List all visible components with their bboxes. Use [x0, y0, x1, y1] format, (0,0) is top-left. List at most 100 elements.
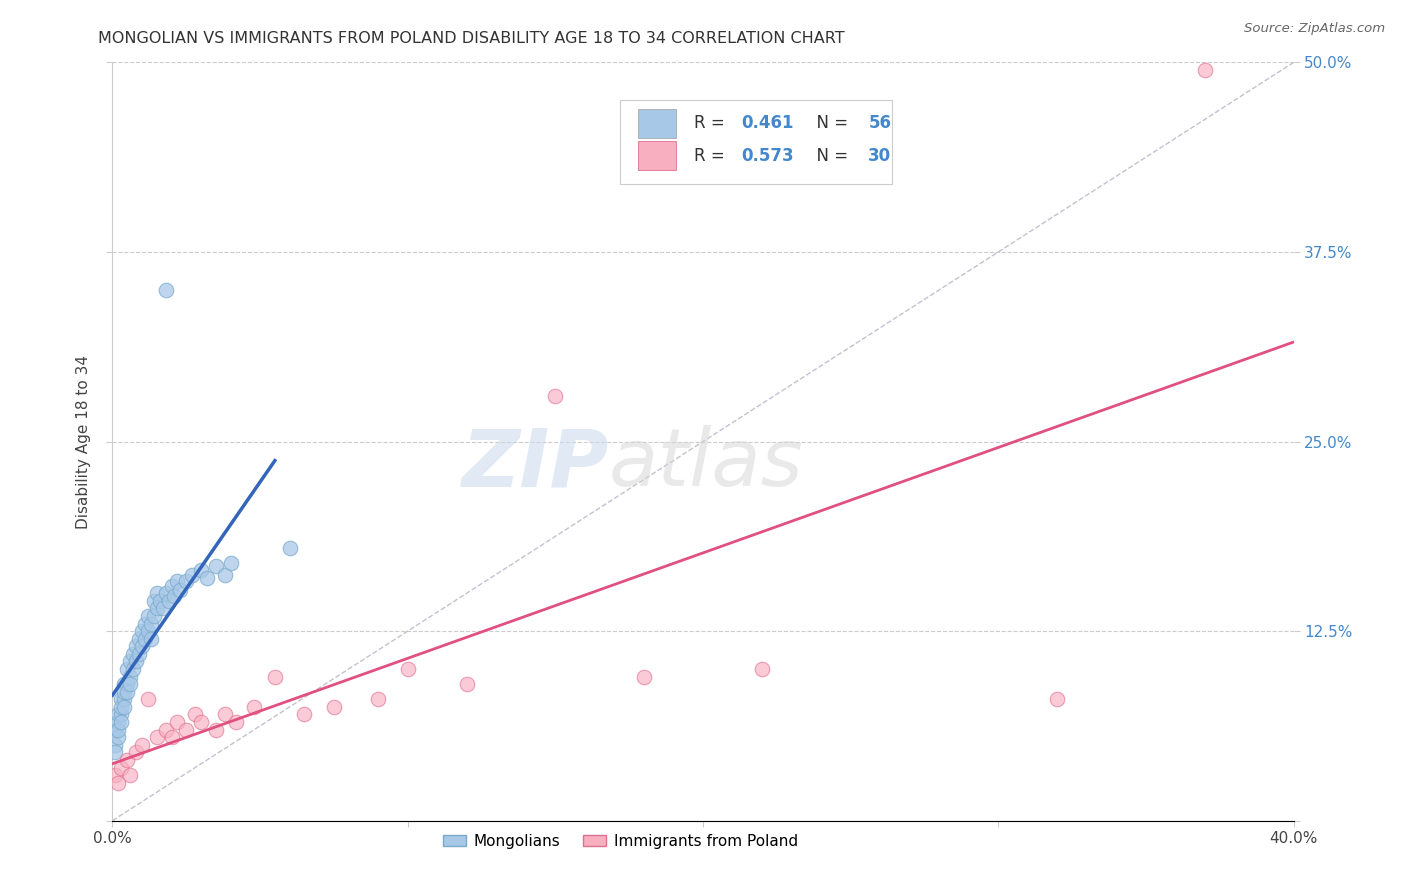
Point — [396, 662, 419, 676]
Point — [225, 715, 247, 730]
Point — [110, 707, 132, 722]
Point — [107, 707, 129, 722]
Point — [1046, 692, 1069, 706]
Point — [174, 723, 197, 737]
Point — [131, 639, 153, 653]
Point — [139, 632, 162, 646]
Point — [142, 594, 165, 608]
Point — [104, 738, 127, 752]
Point — [149, 594, 172, 608]
Point — [142, 608, 165, 623]
Point — [104, 746, 127, 760]
Point — [112, 685, 135, 699]
Text: 30: 30 — [869, 146, 891, 165]
Text: 0.461: 0.461 — [741, 114, 793, 132]
Point — [110, 692, 132, 706]
Point — [195, 571, 218, 585]
FancyBboxPatch shape — [638, 109, 676, 137]
Point — [214, 707, 236, 722]
Point — [181, 568, 204, 582]
Point — [155, 586, 177, 600]
Point — [146, 586, 169, 600]
Point — [125, 655, 148, 669]
Point — [751, 662, 773, 676]
Point — [146, 730, 169, 744]
Point — [112, 677, 135, 691]
Point — [136, 608, 159, 623]
Point — [131, 738, 153, 752]
Point — [163, 589, 186, 603]
Point — [136, 624, 159, 639]
Y-axis label: Disability Age 18 to 34: Disability Age 18 to 34 — [76, 354, 91, 529]
Point — [104, 768, 127, 782]
Point — [205, 723, 228, 737]
Text: atlas: atlas — [609, 425, 803, 503]
Point — [110, 699, 132, 714]
Point — [139, 616, 162, 631]
Point — [219, 556, 242, 570]
Text: 0.573: 0.573 — [741, 146, 793, 165]
Point — [243, 699, 266, 714]
Point — [128, 647, 150, 661]
Text: 56: 56 — [869, 114, 891, 132]
Point — [264, 669, 287, 683]
Point — [128, 632, 150, 646]
Point — [125, 639, 148, 653]
Point — [367, 692, 389, 706]
Point — [107, 776, 129, 790]
Point — [456, 677, 478, 691]
Point — [136, 692, 159, 706]
Point — [160, 579, 183, 593]
Point — [633, 669, 655, 683]
Point — [112, 692, 135, 706]
Point — [134, 616, 156, 631]
Point — [184, 707, 207, 722]
Point — [157, 594, 180, 608]
Point — [122, 662, 145, 676]
Point — [104, 723, 127, 737]
Point — [190, 564, 212, 578]
Point — [292, 707, 315, 722]
Text: N =: N = — [806, 114, 853, 132]
Point — [155, 723, 177, 737]
Point — [1194, 62, 1216, 77]
Point — [120, 677, 142, 691]
Point — [155, 283, 177, 297]
Point — [166, 715, 188, 730]
Point — [544, 389, 567, 403]
Point — [323, 699, 346, 714]
Text: R =: R = — [693, 146, 730, 165]
Point — [117, 662, 138, 676]
Point — [120, 768, 142, 782]
Point — [112, 699, 135, 714]
Point — [160, 730, 183, 744]
Point — [134, 632, 156, 646]
Text: ZIP: ZIP — [461, 425, 609, 503]
Point — [214, 568, 236, 582]
Text: Source: ZipAtlas.com: Source: ZipAtlas.com — [1244, 22, 1385, 36]
Point — [107, 730, 129, 744]
Point — [146, 601, 169, 615]
Point — [117, 685, 138, 699]
Point — [205, 558, 228, 573]
Point — [122, 647, 145, 661]
Point — [117, 677, 138, 691]
Point — [166, 574, 188, 588]
Point — [131, 624, 153, 639]
Point — [152, 601, 174, 615]
Text: R =: R = — [693, 114, 730, 132]
Point — [110, 715, 132, 730]
Point — [107, 723, 129, 737]
Point — [110, 760, 132, 774]
Legend: Mongolians, Immigrants from Poland: Mongolians, Immigrants from Poland — [437, 828, 804, 855]
Point — [169, 583, 191, 598]
Point — [120, 655, 142, 669]
Point — [125, 746, 148, 760]
Point — [117, 753, 138, 767]
Text: MONGOLIAN VS IMMIGRANTS FROM POLAND DISABILITY AGE 18 TO 34 CORRELATION CHART: MONGOLIAN VS IMMIGRANTS FROM POLAND DISA… — [98, 31, 845, 46]
Point — [107, 715, 129, 730]
Point — [278, 541, 301, 555]
Point — [190, 715, 212, 730]
Text: N =: N = — [806, 146, 853, 165]
Point — [174, 574, 197, 588]
